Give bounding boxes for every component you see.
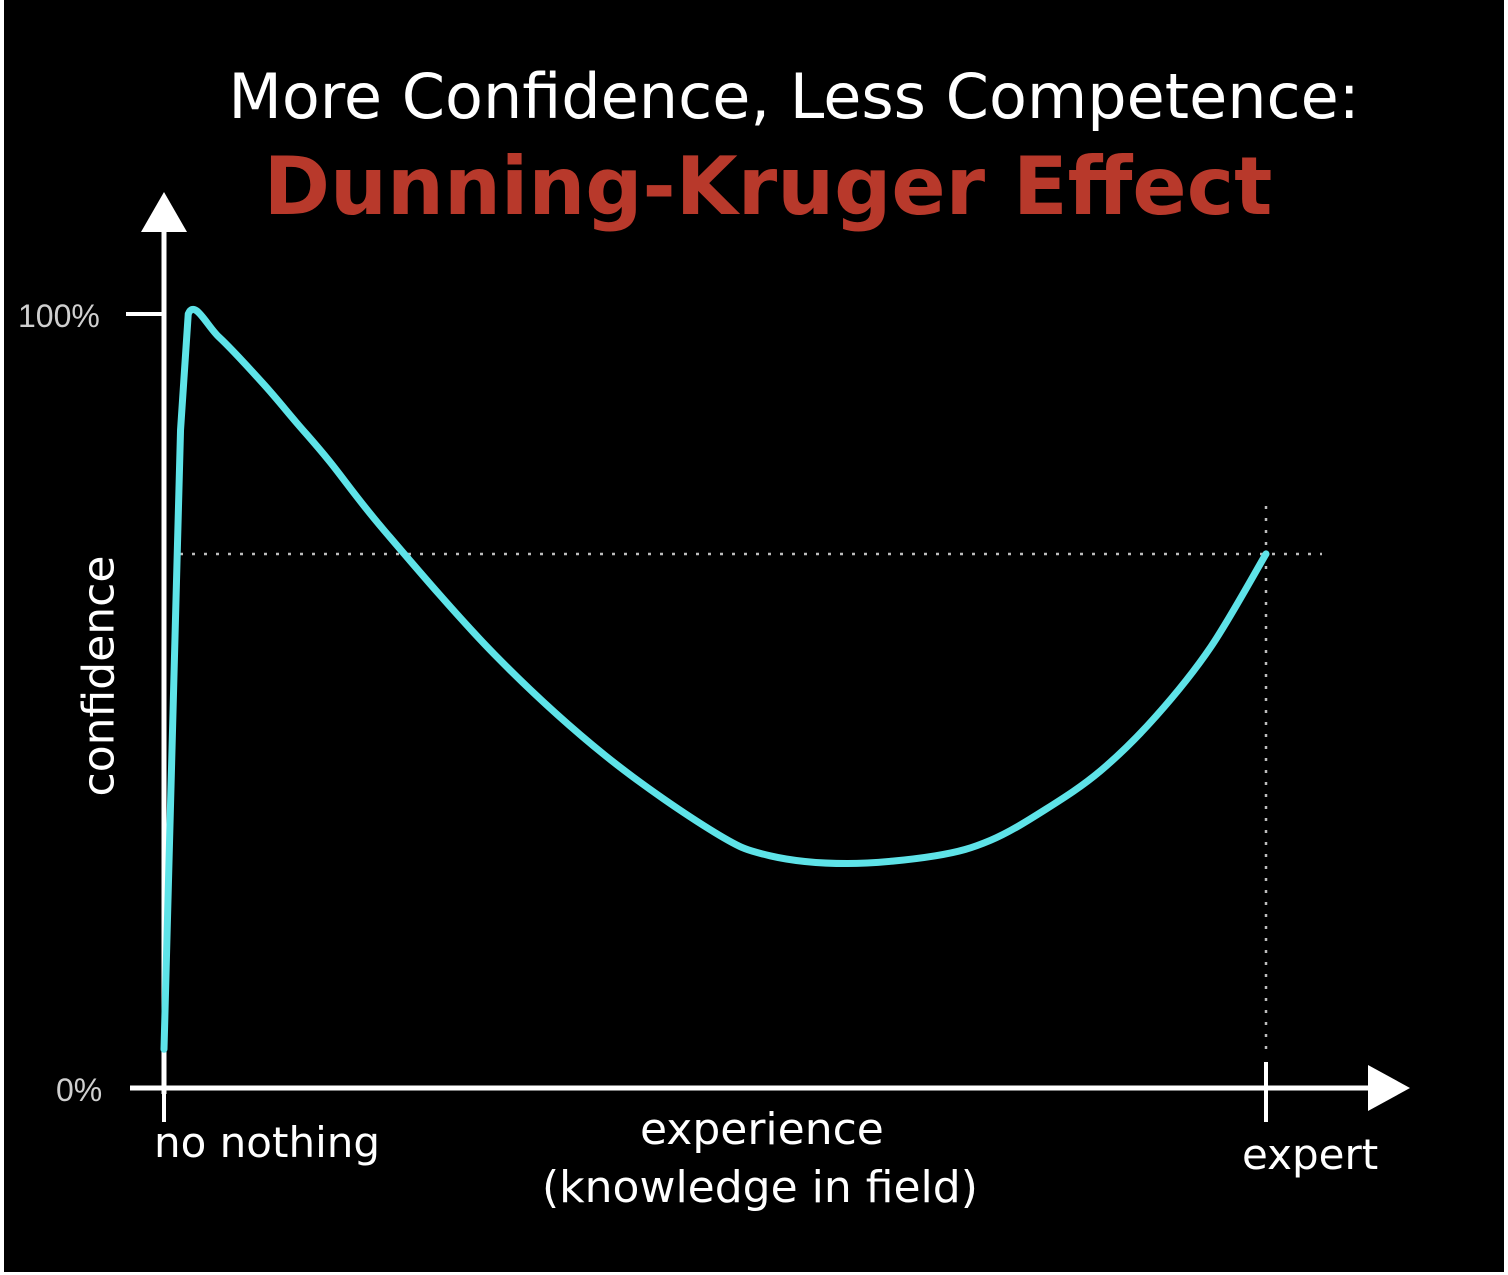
series-line-0 bbox=[160, 305, 1270, 1053]
x-tick-label-end: expert bbox=[1242, 1130, 1379, 1179]
x-axis-label: experience bbox=[640, 1104, 884, 1155]
y-tick-label-0: 0% bbox=[56, 1072, 103, 1108]
chart-frame: More Confidence, Less Competence: Dunnin… bbox=[4, 0, 1504, 1272]
x-axis-arrowhead bbox=[1368, 1065, 1410, 1111]
y-axis-label: confidence bbox=[73, 555, 125, 797]
y-tick-label-100: 100% bbox=[18, 298, 100, 334]
chart-subtitle: Dunning-Kruger Effect bbox=[263, 140, 1273, 233]
x-tick-label-start: no nothing bbox=[154, 1118, 381, 1167]
chart-plot bbox=[126, 192, 1410, 1122]
chart-title: More Confidence, Less Competence: bbox=[228, 60, 1360, 133]
y-axis-arrowhead bbox=[141, 192, 187, 232]
x-axis-sublabel: (knowledge in field) bbox=[542, 1162, 978, 1213]
